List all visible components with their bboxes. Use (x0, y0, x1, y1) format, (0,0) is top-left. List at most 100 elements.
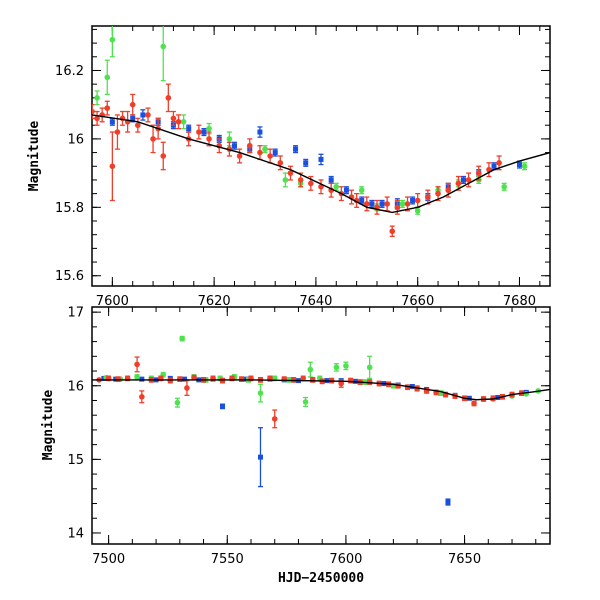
top-red-data-point (129, 101, 136, 108)
top-red-data-point (160, 153, 167, 159)
top-red-data-point (404, 201, 411, 207)
bottom-red-data-point (471, 400, 477, 407)
top-blue-data-point (140, 112, 146, 118)
bottom-green-data-point (366, 364, 373, 371)
top-plot-frame (91, 25, 551, 287)
bottom-red-data-point (139, 393, 145, 400)
top-y-tick-label: 16 (67, 132, 84, 147)
bottom-x-tick-label: 7650 (448, 552, 481, 567)
top-red-data-point (94, 115, 100, 122)
bottom-green-data-point (179, 335, 185, 342)
top-red-data-point (465, 177, 472, 183)
top-red-data-point (414, 197, 421, 204)
bottom-green-data-point (307, 366, 314, 373)
bottom-blue-data-point (257, 454, 263, 460)
top-red-data-point (475, 170, 482, 176)
top-red-data-point (236, 153, 243, 159)
top-green-data-point (226, 136, 233, 142)
top-blue-data-point (201, 129, 207, 135)
top-green-data-point (94, 95, 100, 101)
bottom-x-tick-label: 7600 (329, 552, 362, 567)
top-red-data-point (150, 136, 156, 142)
top-x-tick-label: 7600 (96, 294, 129, 309)
bottom-green-data-point (174, 399, 181, 406)
top-y-tick-label: 16.2 (55, 64, 84, 79)
bottom-x-tick-label: 7550 (211, 552, 244, 567)
top-red-data-point (175, 118, 182, 125)
top-red-data-point (104, 105, 111, 111)
top-red-data-point (196, 129, 202, 135)
top-x-tick-label: 7640 (299, 294, 332, 309)
top-red-data-point (496, 160, 502, 166)
bottom-green-data-point (343, 363, 349, 369)
top-blue-data-point (272, 150, 278, 156)
top-blue-data-point (516, 162, 522, 168)
bottom-red-data-point (347, 377, 354, 384)
top-blue-data-point (130, 115, 136, 121)
bottom-green-data-point (333, 364, 340, 371)
top-green-data-point (333, 183, 340, 190)
bottom-red-data-point (238, 376, 245, 382)
top-red-data-point (384, 201, 390, 207)
top-model-curve (92, 114, 550, 214)
top-blue-data-point (186, 126, 192, 132)
top-blue-data-point (369, 201, 375, 207)
top-red-data-point (297, 177, 304, 183)
top-red-data-point (170, 115, 177, 122)
bottom-blue-data-point (182, 376, 188, 382)
top-blue-data-point (293, 146, 299, 152)
top-red-data-point (92, 108, 95, 115)
top-green-data-point (262, 146, 268, 152)
top-red-data-point (389, 228, 396, 235)
top-panel: Magnitude 7600 7620 7640 7660 7680 15.6 15.8 16… (27, 25, 551, 309)
bottom-green-data-point (134, 374, 140, 380)
top-blue-data-point (460, 177, 466, 183)
top-x-tick-label: 7620 (198, 294, 231, 309)
top-blue-data-point (328, 177, 334, 183)
bottom-blue-data-point (445, 499, 451, 505)
bottom-red-data-point (309, 377, 316, 383)
bottom-red-data-point (300, 375, 307, 382)
bottom-data-layer (92, 335, 550, 506)
top-red-data-point (206, 136, 212, 142)
top-green-data-point (180, 118, 187, 125)
top-data-layer (92, 26, 550, 238)
bottom-model-curve (92, 379, 550, 401)
bottom-blue-data-point (220, 403, 226, 409)
top-blue-data-point (410, 197, 416, 203)
top-green-data-point (414, 207, 421, 214)
top-red-data-point (308, 180, 314, 187)
top-blue-data-point (343, 187, 349, 193)
top-blue-data-point (318, 156, 324, 162)
bottom-x-tick-label: 7500 (92, 552, 125, 567)
top-red-data-point (257, 149, 263, 156)
top-x-tick-label: 7660 (401, 294, 434, 309)
top-blue-data-point (109, 119, 115, 125)
top-green-data-point (521, 163, 528, 170)
bottom-panel: Magnitude HJD−2450000 7500 7550 7600 7650 14… (41, 306, 551, 586)
top-red-data-point (267, 153, 273, 159)
bottom-red-data-point (115, 376, 121, 382)
top-red-data-point (425, 194, 431, 200)
top-green-data-point (399, 201, 406, 207)
top-blue-data-point (379, 201, 385, 207)
top-green-data-point (109, 36, 116, 43)
bottom-red-data-point (167, 377, 174, 384)
top-red-data-point (277, 160, 284, 166)
top-red-data-point (114, 129, 121, 135)
top-red-data-point (445, 187, 452, 194)
bottom-y-tick-label: 16 (67, 379, 84, 394)
bottom-red-data-point (177, 376, 183, 382)
bottom-red-data-point (338, 380, 344, 387)
top-green-data-point (282, 177, 289, 183)
top-red-data-point (394, 204, 401, 211)
top-blue-data-point (491, 163, 497, 169)
bottom-blue-data-point (409, 383, 415, 389)
top-green-data-point (104, 74, 111, 81)
top-green-data-point (501, 183, 508, 190)
top-red-data-point (165, 95, 172, 101)
bottom-y-tick-label: 15 (67, 453, 84, 468)
top-green-data-point (206, 125, 212, 132)
bottom-y-tick-label: 17 (67, 306, 84, 321)
top-blue-data-point (359, 197, 365, 203)
